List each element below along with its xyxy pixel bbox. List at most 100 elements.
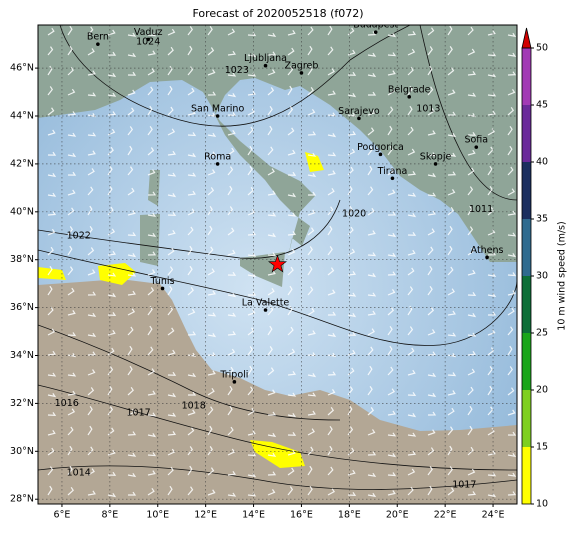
wind-barb bbox=[87, 291, 97, 296]
wind-barb bbox=[367, 273, 377, 278]
wind-barb bbox=[507, 491, 517, 496]
wind-barb bbox=[107, 185, 113, 196]
wind-barb bbox=[87, 269, 96, 276]
wind-barb bbox=[367, 252, 377, 257]
wind-barb bbox=[447, 225, 453, 236]
wind-barb bbox=[227, 492, 237, 497]
city-dot bbox=[299, 71, 304, 75]
wind-barb bbox=[127, 210, 136, 216]
wind-barb bbox=[147, 32, 157, 37]
y-tick-label: 36°N bbox=[10, 302, 34, 313]
wind-barb bbox=[167, 392, 177, 398]
wind-barb bbox=[147, 169, 156, 176]
wind-barb bbox=[227, 426, 234, 436]
wind-barb bbox=[87, 48, 95, 56]
wind-barb bbox=[187, 331, 197, 336]
wind-barb bbox=[227, 405, 233, 416]
wind-barb bbox=[47, 429, 56, 436]
wind-barb bbox=[287, 326, 294, 336]
wind-barb bbox=[87, 446, 94, 456]
wind-barb bbox=[487, 272, 497, 277]
wind-barb bbox=[507, 232, 517, 237]
wind-barb bbox=[287, 171, 297, 176]
wind-barb bbox=[267, 233, 277, 238]
wind-barb bbox=[387, 252, 397, 257]
wind-barb bbox=[127, 491, 137, 496]
wind-barb bbox=[267, 432, 277, 438]
wind-barb bbox=[207, 312, 217, 317]
wind-barb bbox=[127, 145, 133, 156]
wind-barb bbox=[367, 230, 376, 236]
wind-barb bbox=[227, 129, 236, 136]
wind-barb bbox=[127, 290, 136, 296]
wind-barb bbox=[367, 310, 376, 316]
wind-barb bbox=[87, 132, 97, 137]
wind-barb bbox=[367, 451, 377, 456]
wind-barb bbox=[467, 226, 474, 236]
wind-barb bbox=[367, 146, 373, 156]
wind-barb bbox=[307, 286, 314, 296]
isobar bbox=[38, 465, 517, 490]
wind-barb bbox=[427, 27, 435, 36]
wind-barb bbox=[227, 331, 237, 336]
wind-barb bbox=[47, 228, 56, 236]
wind-barb bbox=[167, 106, 174, 116]
city-dot bbox=[96, 42, 100, 46]
x-tick-label: 24°E bbox=[482, 510, 505, 521]
wind-barb bbox=[507, 166, 514, 176]
land bbox=[140, 214, 160, 266]
wind-barb bbox=[107, 492, 117, 498]
wind-barb bbox=[487, 450, 496, 456]
y-tick-label: 32°N bbox=[10, 398, 34, 409]
wind-barb bbox=[107, 72, 117, 78]
wind-barb bbox=[287, 29, 296, 36]
city-label: Budapest bbox=[353, 20, 398, 31]
wind-barb bbox=[467, 186, 474, 196]
wind-barb bbox=[427, 46, 433, 56]
wind-barb bbox=[387, 125, 393, 136]
wind-barb bbox=[507, 472, 517, 477]
wind-barb bbox=[227, 50, 236, 56]
x-tick-label: 20°E bbox=[386, 510, 409, 521]
wind-barb bbox=[387, 453, 397, 458]
wind-barb bbox=[487, 347, 495, 356]
colorbar-tick-label: 40 bbox=[536, 157, 548, 168]
wind-barb bbox=[227, 470, 237, 476]
wind-barb bbox=[167, 150, 176, 156]
wind-barb bbox=[327, 389, 336, 396]
wind-barb bbox=[467, 205, 473, 216]
y-tick-label: 40°N bbox=[10, 206, 34, 217]
wind-barb bbox=[47, 46, 54, 56]
wind-barb bbox=[327, 332, 337, 338]
wind-barb bbox=[247, 386, 254, 396]
y-tick-label: 42°N bbox=[10, 158, 34, 169]
wind-barb bbox=[287, 106, 294, 116]
wind-barb bbox=[507, 89, 516, 96]
wind-barb bbox=[67, 132, 77, 137]
x-tick-label: 22°E bbox=[434, 510, 457, 521]
wind-barb bbox=[307, 410, 316, 416]
wind-barb bbox=[127, 166, 134, 176]
wind-barb bbox=[67, 266, 74, 276]
wind-barb bbox=[67, 66, 74, 76]
wind-barb bbox=[267, 146, 274, 156]
wind-barb bbox=[447, 445, 453, 456]
wind-barb bbox=[347, 248, 356, 256]
wind-barb bbox=[307, 227, 315, 236]
wind-barb bbox=[467, 491, 477, 496]
wind-barb bbox=[467, 48, 476, 56]
x-tick-label: 10°E bbox=[146, 510, 169, 521]
wind-barb bbox=[67, 207, 75, 216]
wind-barb bbox=[287, 431, 297, 436]
wind-barb bbox=[327, 206, 334, 216]
wind-barb bbox=[207, 47, 215, 56]
wind-barb bbox=[387, 271, 397, 276]
wind-barb bbox=[247, 309, 256, 316]
wind-barb bbox=[267, 212, 277, 217]
city-label: Skopje bbox=[420, 151, 452, 162]
wind-barb bbox=[167, 466, 174, 476]
wind-barb bbox=[87, 150, 96, 156]
wind-barb bbox=[507, 366, 513, 376]
city-dot bbox=[232, 380, 237, 384]
wind-barb bbox=[187, 391, 197, 396]
